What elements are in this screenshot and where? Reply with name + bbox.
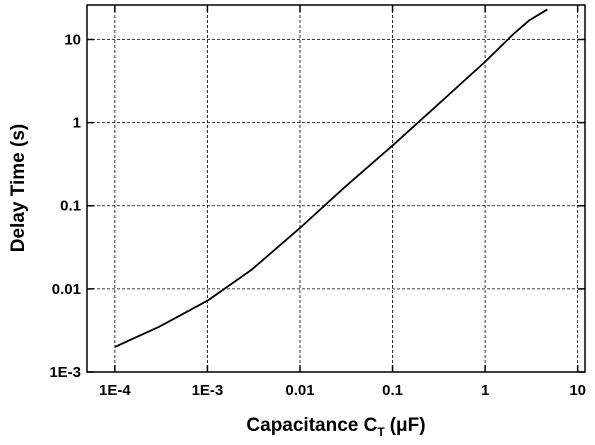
x-axis-label-subscript: T [377,425,385,439]
x-tick-label: 1E-3 [192,382,224,399]
x-tick-label: 0.01 [285,382,314,399]
y-tick-label: 0.01 [52,281,81,298]
x-axis-label: Capacitance CT (μF) [246,415,425,439]
x-tick-label: 0.1 [382,382,403,399]
y-axis-label: Delay Time (s) [8,124,29,252]
data-line [114,8,548,348]
y-tick-label: 10 [64,31,81,48]
x-tick-label: 1E-4 [99,382,131,399]
x-tick-label: 1 [481,382,489,399]
y-tick-label: 1 [73,115,81,132]
plot-frame [86,4,586,373]
y-tick-label: 0.1 [60,198,81,215]
y-tick-label: 1E-3 [49,364,81,381]
x-axis-label-unit: (μF) [390,415,426,436]
x-axis-label-main: Capacitance C [246,415,377,436]
x-tick-label: 10 [569,382,586,399]
